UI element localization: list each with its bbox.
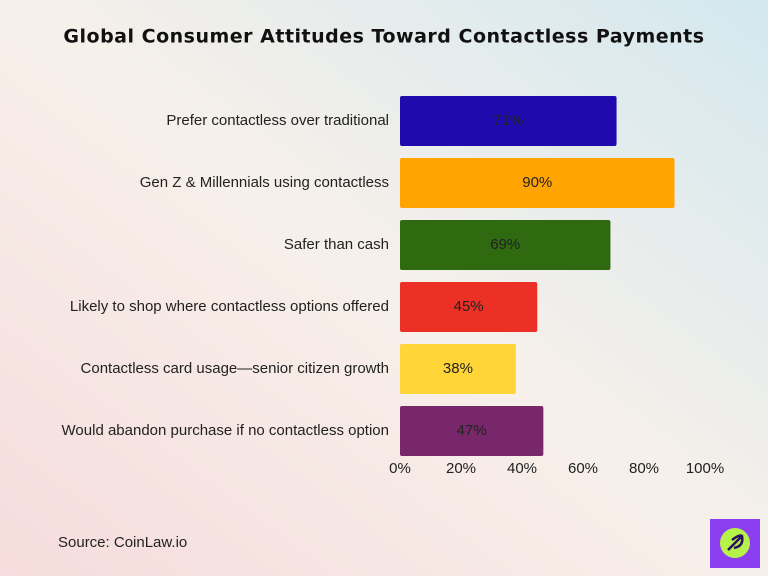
- value-label: 69%: [490, 236, 520, 253]
- logo-icon: [727, 534, 744, 551]
- value-label: 90%: [522, 174, 552, 191]
- bar: [400, 282, 538, 332]
- chart-title: Global Consumer Attitudes Toward Contact…: [63, 26, 704, 48]
- source: Source: CoinLaw.io: [58, 534, 187, 551]
- x-tick-label: 40%: [507, 460, 537, 477]
- x-tick-label: 60%: [568, 460, 598, 477]
- x-tick-label: 80%: [629, 460, 659, 477]
- y-tick-label: Gen Z & Millennials using contactless: [140, 174, 389, 191]
- logo: [710, 519, 760, 568]
- value-label: 71%: [493, 112, 523, 129]
- bar: [400, 220, 611, 270]
- x-tick-label: 20%: [446, 460, 476, 477]
- bar: [400, 344, 516, 394]
- value-label: 45%: [454, 298, 484, 315]
- y-tick-label: Contactless card usage—senior citizen gr…: [81, 360, 389, 377]
- value-label: 38%: [443, 360, 473, 377]
- bar: [400, 406, 544, 456]
- y-tick-label: Likely to shop where contactless options…: [70, 298, 389, 315]
- x-tick-label: 100%: [686, 460, 724, 477]
- y-tick-label: Would abandon purchase if no contactless…: [62, 422, 389, 439]
- x-tick-label: 0%: [389, 460, 411, 477]
- value-label: 47%: [457, 422, 487, 439]
- bar: [400, 158, 675, 208]
- y-tick-label: Safer than cash: [284, 236, 389, 253]
- y-tick-label: Prefer contactless over traditional: [166, 112, 389, 129]
- bar: [400, 96, 617, 146]
